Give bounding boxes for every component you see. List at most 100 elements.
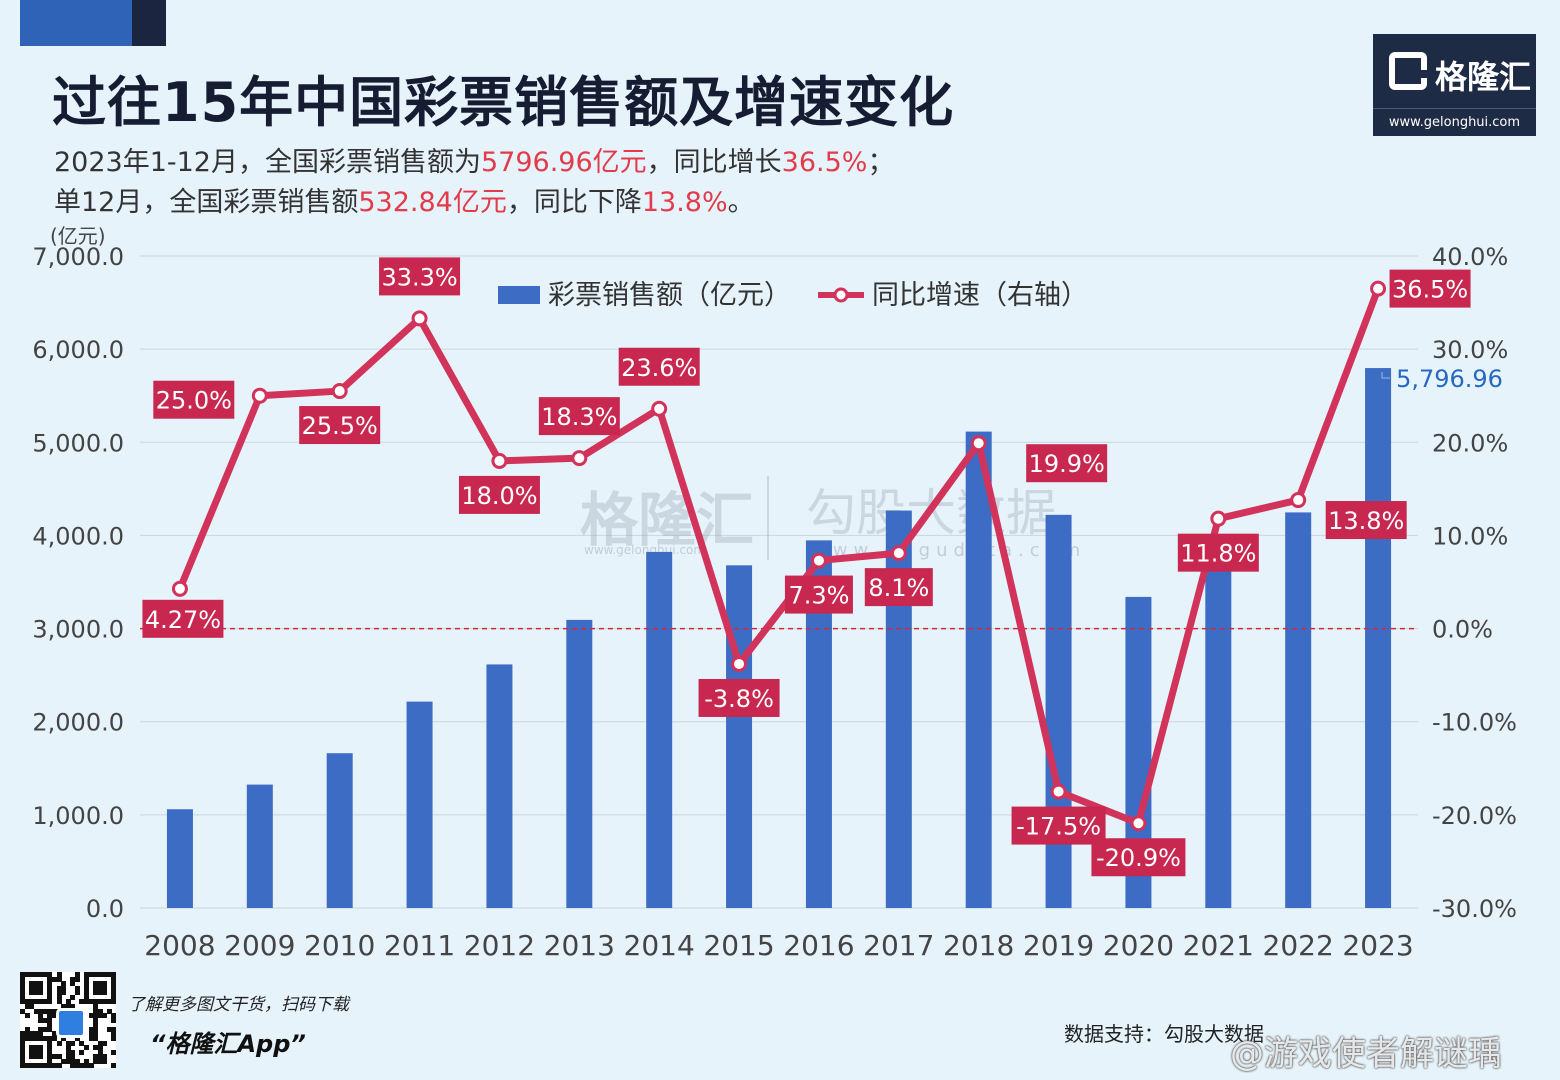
qr-module [33, 999, 39, 1005]
qr-module [102, 985, 108, 991]
qr-module [79, 1063, 85, 1069]
growth-label-box-2011 [379, 257, 461, 296]
y-right-tick-label: 0.0% [1432, 616, 1493, 644]
qr-module [102, 999, 108, 1005]
qr-module [97, 1049, 103, 1055]
y-left-tick-label: 2,000.0 [32, 709, 124, 737]
qr-module [74, 1063, 80, 1069]
y-left-tick-label: 1,000.0 [32, 802, 124, 830]
qr-module [93, 1054, 99, 1060]
growth-point-2008 [171, 580, 188, 597]
qr-module [97, 1058, 103, 1064]
qr-module [74, 1058, 80, 1064]
qr-module [38, 1013, 44, 1019]
growth-label-box-2019 [1011, 806, 1106, 845]
qr-module [24, 1026, 30, 1032]
qr-module [20, 972, 25, 977]
qr-module [93, 1008, 99, 1014]
qr-module [56, 994, 62, 1000]
qr-module [84, 985, 89, 991]
x-tick-label: 2020 [1103, 929, 1174, 962]
x-tick-label: 2015 [703, 929, 774, 962]
qr-module [20, 1049, 25, 1055]
qr-module [20, 1040, 25, 1046]
growth-point-2012 [491, 452, 508, 469]
qr-module [29, 1054, 35, 1060]
x-tick-label: 2009 [224, 929, 295, 962]
qr-module [84, 976, 89, 982]
growth-data-label: 11.8% [1180, 540, 1256, 568]
footer-promo-text: 了解更多图文干货，扫码下载 [128, 995, 349, 1015]
growth-data-label: 23.6% [621, 354, 697, 382]
x-tick-label: 2019 [1023, 929, 1094, 962]
growth-data-label: 7.3% [788, 582, 849, 610]
qr-module [33, 1054, 39, 1060]
qr-module [38, 985, 44, 991]
qr-module [111, 1036, 117, 1041]
subtitle-line-2: 单12月，全国彩票销售额532.84亿元，同比下降13.8%。 [54, 180, 755, 219]
qr-module [33, 1008, 39, 1014]
qr-module [47, 1045, 53, 1051]
x-tick-label: 2021 [1183, 929, 1254, 962]
qr-module [97, 1045, 103, 1051]
qr-module [93, 1058, 99, 1064]
qr-module [93, 972, 99, 977]
qr-module [52, 1008, 57, 1014]
x-tick-label: 2023 [1342, 929, 1413, 962]
qr-module [70, 1040, 76, 1046]
qr-module [65, 1045, 71, 1051]
qr-module [52, 1013, 57, 1019]
qr-module [38, 1049, 44, 1055]
growth-point-2010 [331, 383, 348, 400]
qr-module [42, 972, 48, 977]
qr-module [56, 1040, 62, 1046]
y-right-tick-label: -20.0% [1432, 802, 1517, 830]
growth-point-2020 [1130, 815, 1147, 832]
qr-module [52, 1036, 57, 1041]
qr-module [111, 1063, 117, 1069]
logo-g-icon [1389, 52, 1427, 90]
qr-module [33, 981, 39, 987]
growth-point-2015 [731, 655, 748, 672]
qr-module [29, 990, 35, 996]
qr-module [93, 990, 99, 996]
qr-module [56, 985, 62, 991]
line2-segment: ，同比下降 [506, 187, 642, 218]
growth-point-2016 [810, 552, 827, 569]
qr-code[interactable] [20, 972, 117, 1069]
qr-module [29, 1004, 35, 1009]
qr-module [38, 1026, 44, 1032]
qr-module [111, 976, 117, 982]
growth-label-box-2016 [784, 575, 853, 614]
qr-module [38, 1036, 44, 1041]
qr-module [47, 1013, 53, 1019]
qr-module [106, 999, 112, 1005]
legend-bar-label: 彩票销售额（亿元） [548, 280, 791, 311]
growth-data-label: -3.8% [704, 685, 774, 713]
y-right-tick-label: 10.0% [1432, 522, 1508, 550]
qr-module [88, 1063, 94, 1069]
y-left-tick-label: 7,000.0 [32, 243, 124, 271]
bar-2008 [166, 809, 193, 908]
qr-module [65, 1058, 71, 1064]
bar-2019 [1045, 514, 1072, 908]
qr-module [79, 1040, 85, 1046]
qr-module [93, 999, 99, 1005]
qr-module [84, 1058, 89, 1064]
qr-module [33, 1045, 39, 1051]
qr-module [88, 1036, 94, 1041]
last-bar-value-label: 5,796.96 [1396, 365, 1503, 393]
qr-module [20, 999, 25, 1005]
qr-module [111, 999, 117, 1005]
qr-module [47, 1008, 53, 1014]
brand-logo[interactable]: 格隆汇 www.gelonghui.com [1373, 34, 1536, 136]
qr-module [24, 1036, 30, 1041]
x-tick-label: 2022 [1263, 929, 1334, 962]
weibo-watermark: @游戏使者解谜瑀 [1230, 1034, 1502, 1074]
qr-module [102, 981, 108, 987]
qr-module [93, 985, 99, 991]
line1-segment: 5796.96亿元 [481, 147, 647, 178]
qr-module [42, 1008, 48, 1014]
qr-module [84, 1045, 89, 1051]
qr-module [61, 1036, 67, 1041]
